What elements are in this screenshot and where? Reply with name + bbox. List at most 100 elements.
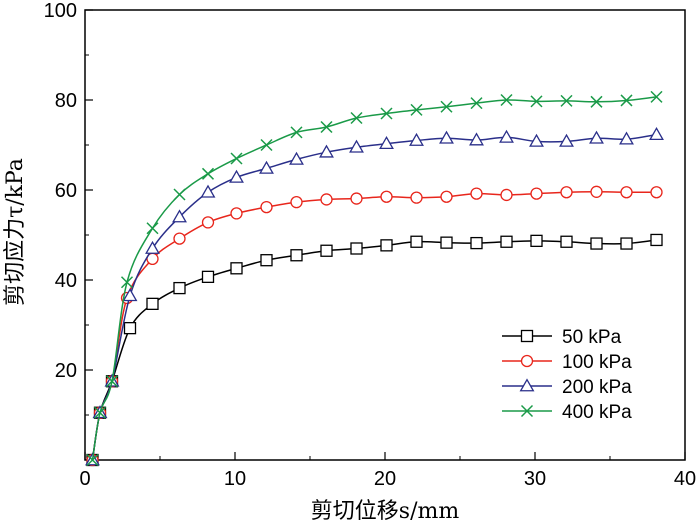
data-point (230, 207, 243, 220)
data-point (470, 97, 483, 110)
data-point (560, 186, 573, 199)
data-point (290, 126, 303, 139)
data-point (229, 169, 244, 183)
data-point (500, 188, 513, 202)
y-tick-label: 80 (55, 90, 77, 112)
data-point (650, 233, 663, 247)
data-point (260, 254, 273, 267)
data-point (619, 131, 634, 145)
data-point (620, 237, 633, 250)
y-tick-label: 20 (55, 360, 77, 382)
data-point (410, 191, 423, 204)
data-point (290, 249, 303, 262)
data-point (230, 262, 243, 275)
data-point (120, 276, 134, 289)
legend-label: 200 kPa (562, 377, 632, 398)
y-axis-title: 剪切应力τ/kPa (3, 158, 28, 306)
data-point (500, 93, 513, 107)
data-point (173, 188, 186, 201)
data-point (260, 138, 273, 152)
data-point (559, 133, 574, 147)
data-point (380, 239, 393, 252)
data-point (173, 281, 186, 295)
data-point (350, 242, 363, 255)
data-point (650, 186, 663, 199)
data-point (145, 240, 160, 254)
data-point (173, 232, 186, 245)
data-point (560, 94, 573, 107)
data-point (650, 90, 663, 103)
data-point (320, 120, 333, 134)
data-point (259, 160, 274, 174)
data-point (530, 95, 543, 108)
data-point (590, 95, 603, 108)
axis-ticks (84, 9, 686, 460)
legend: 50 kPa 100 kPa 200 kPa 400 kPa (502, 327, 632, 423)
data-point (590, 185, 603, 198)
y-tick-label: 40 (55, 270, 77, 292)
x-tick-label: 40 (674, 468, 696, 490)
legend-label: 400 kPa (562, 402, 632, 423)
y-tick-label: 60 (55, 180, 77, 202)
data-point (172, 209, 187, 223)
x-tick-label: 10 (224, 468, 246, 490)
series-line (91, 133, 657, 461)
data-point (470, 187, 483, 200)
series-2 (86, 185, 663, 467)
data-point (319, 144, 334, 158)
x-tick-label: 20 (374, 468, 396, 490)
data-point (123, 321, 137, 335)
data-point (440, 236, 453, 249)
data-point (200, 184, 216, 198)
series-line (91, 96, 657, 461)
data-point (410, 103, 423, 116)
data-point (230, 152, 243, 165)
data-point (201, 167, 215, 180)
data-point (93, 406, 107, 419)
data-point (260, 200, 273, 214)
tick-labels: 0 10 20 30 40 20 40 60 80 100 (44, 0, 697, 490)
series-1 (86, 233, 663, 467)
data-point (440, 190, 453, 203)
series-line (91, 239, 657, 461)
data-point (439, 130, 454, 144)
legend-marker (520, 354, 534, 368)
legend-item: 100 kPa (502, 352, 632, 373)
data-point (620, 186, 633, 199)
data-point (201, 216, 215, 229)
data-point (380, 107, 393, 120)
data-point (500, 235, 513, 248)
data-point (649, 127, 664, 141)
legend-label: 50 kPa (562, 327, 622, 348)
series-layer (85, 90, 664, 467)
data-point (410, 235, 423, 248)
data-point (289, 151, 304, 165)
legend-marker (520, 404, 534, 418)
data-point (590, 237, 603, 250)
data-point (470, 236, 483, 250)
series-4 (86, 90, 663, 467)
x-tick-label: 0 (79, 468, 90, 490)
data-point (530, 187, 543, 200)
data-point (146, 297, 159, 311)
data-point (86, 453, 99, 467)
data-point (530, 234, 543, 248)
data-point (320, 193, 333, 206)
data-point (146, 222, 159, 235)
data-point (380, 190, 393, 203)
data-point (350, 111, 363, 125)
data-point (620, 94, 633, 107)
x-tick-label: 30 (524, 468, 546, 490)
legend-marker (520, 329, 534, 343)
data-point (320, 244, 333, 257)
data-point (105, 375, 119, 388)
data-point (529, 133, 544, 147)
data-point (589, 130, 604, 144)
data-point (122, 288, 138, 302)
legend-item: 50 kPa (502, 327, 622, 348)
data-point (560, 235, 573, 248)
data-point (379, 136, 394, 150)
data-point (409, 132, 424, 146)
x-axis-title: 剪切位移s/mm (311, 499, 460, 524)
legend-item: 400 kPa (502, 402, 632, 423)
